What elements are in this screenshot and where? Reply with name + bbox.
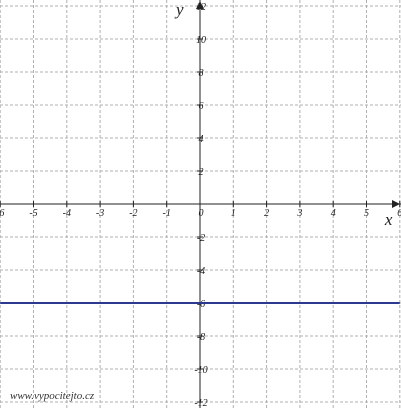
x-tick-label: 5	[364, 208, 369, 219]
watermark-text: www.vypocitejto.cz	[10, 390, 95, 402]
x-axis-arrow-icon	[392, 200, 400, 208]
x-tick-label: -1	[163, 208, 171, 219]
x-tick-label: -6	[0, 208, 4, 219]
y-tick-label: -2	[197, 233, 205, 244]
x-tick-label: 6	[397, 208, 401, 219]
y-tick-label: -10	[194, 365, 207, 376]
y-tick-label: 8	[199, 68, 204, 79]
y-tick-label: -8	[197, 332, 205, 343]
x-tick-label: 4	[331, 208, 336, 219]
y-tick-label: 12	[196, 2, 206, 13]
y-tick-label: -12	[194, 398, 207, 408]
x-tick-label: 3	[296, 208, 302, 219]
y-axis-arrow-icon	[196, 1, 204, 9]
y-tick-label: -6	[197, 299, 205, 310]
y-tick-label: 4	[199, 134, 204, 145]
x-tick-label: -2	[129, 208, 137, 219]
y-tick-label: 6	[199, 101, 204, 112]
y-tick-label: 2	[199, 167, 204, 178]
x-tick-label: -4	[63, 208, 71, 219]
y-axis-label: y	[174, 0, 184, 19]
x-tick-label: 2	[264, 208, 269, 219]
x-tick-label: -3	[96, 208, 104, 219]
x-tick-label: 1	[231, 208, 236, 219]
y-tick-label: 10	[196, 35, 206, 46]
x-tick-label: -5	[29, 208, 37, 219]
x-axis-label: x	[384, 210, 393, 229]
y-tick-label: -4	[197, 266, 205, 277]
x-tick-label: 0	[199, 208, 204, 219]
